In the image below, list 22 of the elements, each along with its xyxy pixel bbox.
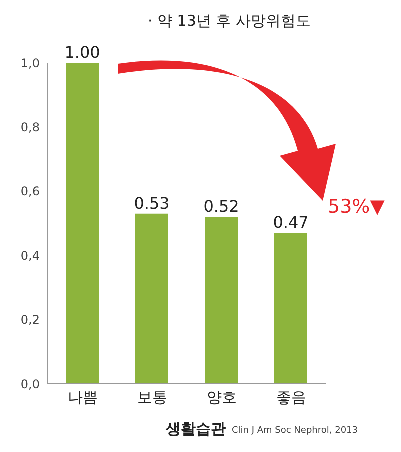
bar <box>205 217 238 384</box>
y-tick-label: 0,8 <box>20 120 40 134</box>
data-label: 0.53 <box>134 194 170 213</box>
x-tick-label: 좋음 <box>276 388 306 407</box>
x-axis-title: 생활습관 <box>166 420 226 439</box>
data-label: 1.00 <box>64 43 100 62</box>
y-tick-label: 0,0 <box>20 377 40 392</box>
data-label: 0.52 <box>204 197 240 216</box>
y-tick-label: 0,6 <box>20 184 40 199</box>
bar <box>274 233 308 384</box>
y-tick-label: 1,0 <box>20 56 40 70</box>
bar <box>136 214 168 384</box>
chart-title: · 약 13년 후 사망위험도 <box>148 12 311 31</box>
y-tick-label: 0,2 <box>20 313 40 328</box>
text: Clin J Am Soc Nephrol, 2013 <box>232 426 358 436</box>
x-tick-label: 보통 <box>137 388 168 407</box>
y-tick-label: 0,4 <box>20 248 40 263</box>
x-tick-label: 양호 <box>206 388 237 407</box>
x-tick-label: 나쁨 <box>68 388 98 407</box>
data-label: 0.47 <box>273 213 309 232</box>
bar <box>66 63 99 384</box>
text: 53%▼ <box>328 196 385 218</box>
